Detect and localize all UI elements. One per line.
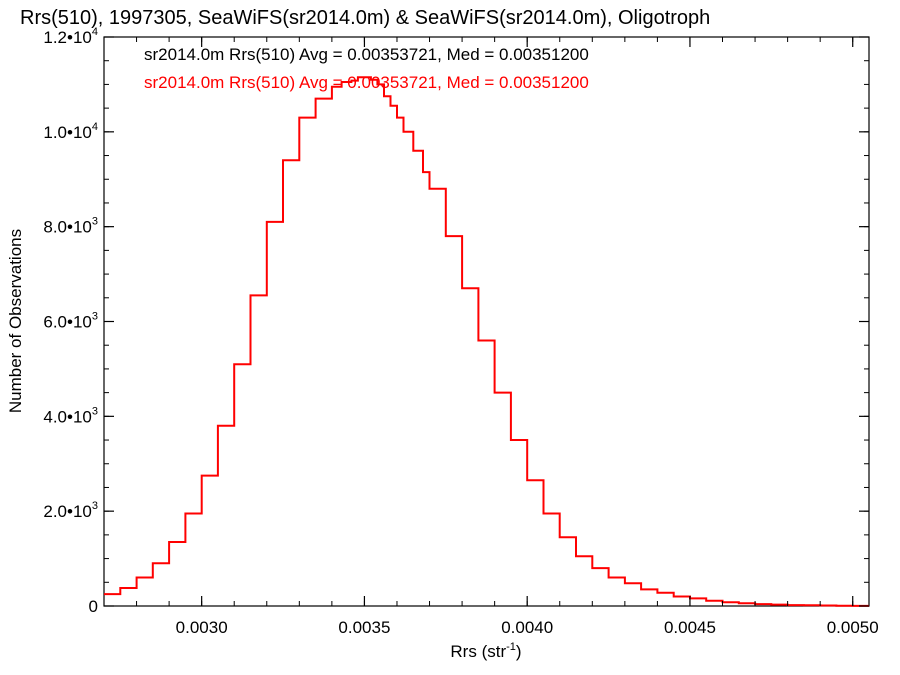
x-axis-label: Rrs (str-1) xyxy=(450,641,521,661)
y-axis-label: Number of Observations xyxy=(6,229,25,413)
legend-entry: sr2014.0m Rrs(510) Avg = 0.00353721, Med… xyxy=(144,45,589,64)
y-tick-label: 0 xyxy=(89,597,98,616)
chart-title: Rrs(510), 1997305, SeaWiFS(sr2014.0m) & … xyxy=(20,7,710,29)
x-tick-label: 0.0050 xyxy=(827,618,879,637)
x-tick-label: 0.0035 xyxy=(338,618,390,637)
y-tick-label: 1.0•104 xyxy=(43,121,98,142)
x-tick-label: 0.0045 xyxy=(664,618,716,637)
y-tick-label: 1.2•104 xyxy=(43,26,98,47)
legend-entry: sr2014.0m Rrs(510) Avg = 0.00353721, Med… xyxy=(144,73,589,92)
y-tick-label: 2.0•103 xyxy=(43,500,98,521)
x-axis-ticks: 0.0030 0.0035 0.0040 0.0045 0.0050 xyxy=(103,37,879,637)
x-tick-label: 0.0030 xyxy=(176,618,228,637)
legend: sr2014.0m Rrs(510) Avg = 0.00353721, Med… xyxy=(144,45,589,92)
histogram-series-line xyxy=(104,76,869,607)
y-tick-label: 8.0•103 xyxy=(43,216,98,237)
y-tick-label: 4.0•103 xyxy=(43,405,98,426)
plot-area: 0.0030 0.0035 0.0040 0.0045 0.0050 0 2.0•103 4… xyxy=(43,26,878,637)
plot-frame xyxy=(103,36,870,607)
x-tick-label: 0.0040 xyxy=(501,618,553,637)
y-tick-label: 6.0•103 xyxy=(43,311,98,332)
y-axis-ticks: 0 2.0•103 4.0•103 6.0•103 8.0•103 1.0•104 1.2•… xyxy=(43,26,869,616)
